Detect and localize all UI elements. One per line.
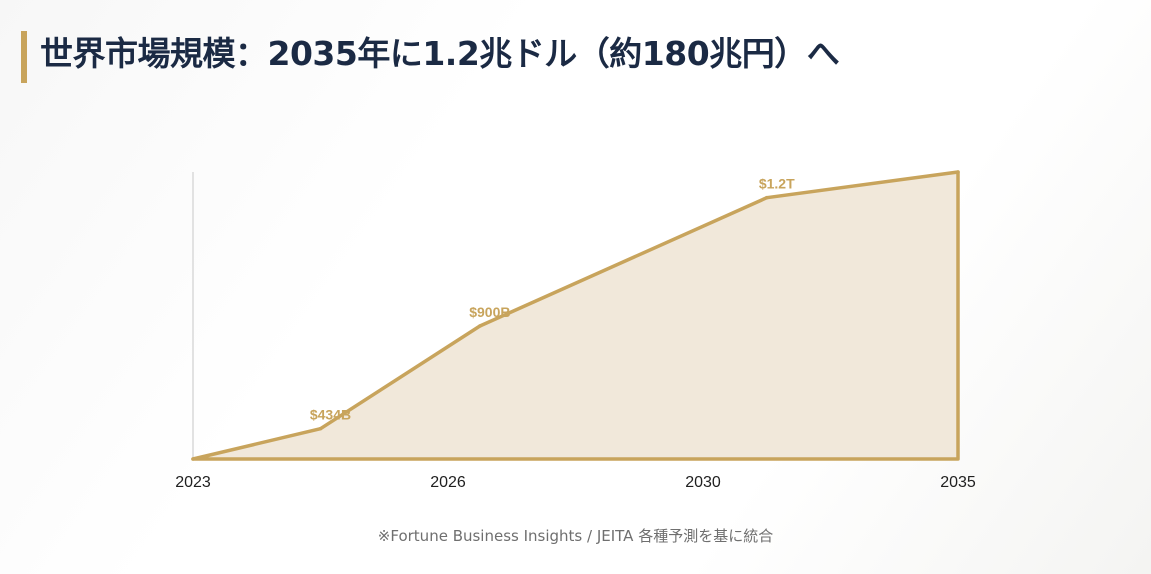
x-tick-label: 2023 xyxy=(175,474,211,491)
data-point-2032 xyxy=(764,195,769,200)
data-point-2025 xyxy=(318,426,323,431)
data-point-2027.5 xyxy=(478,324,482,328)
x-tick-label: 2030 xyxy=(685,474,721,491)
x-tick-label: 2026 xyxy=(430,474,466,491)
market-size-area xyxy=(191,170,960,461)
data-label: $900B xyxy=(469,304,510,320)
title-accent-bar xyxy=(21,31,27,83)
source-note: ※Fortune Business Insights / JEITA 各種予測を… xyxy=(377,527,774,545)
data-label: $434B xyxy=(310,407,351,423)
data-label: $1.2T xyxy=(759,176,795,192)
page-title: 世界市場規模：2035年に1.2兆ドル（約180兆円）へ xyxy=(40,34,840,73)
x-tick-label: 2035 xyxy=(940,474,976,491)
data-point-2023 xyxy=(191,457,195,461)
data-point-2035 xyxy=(956,170,960,174)
